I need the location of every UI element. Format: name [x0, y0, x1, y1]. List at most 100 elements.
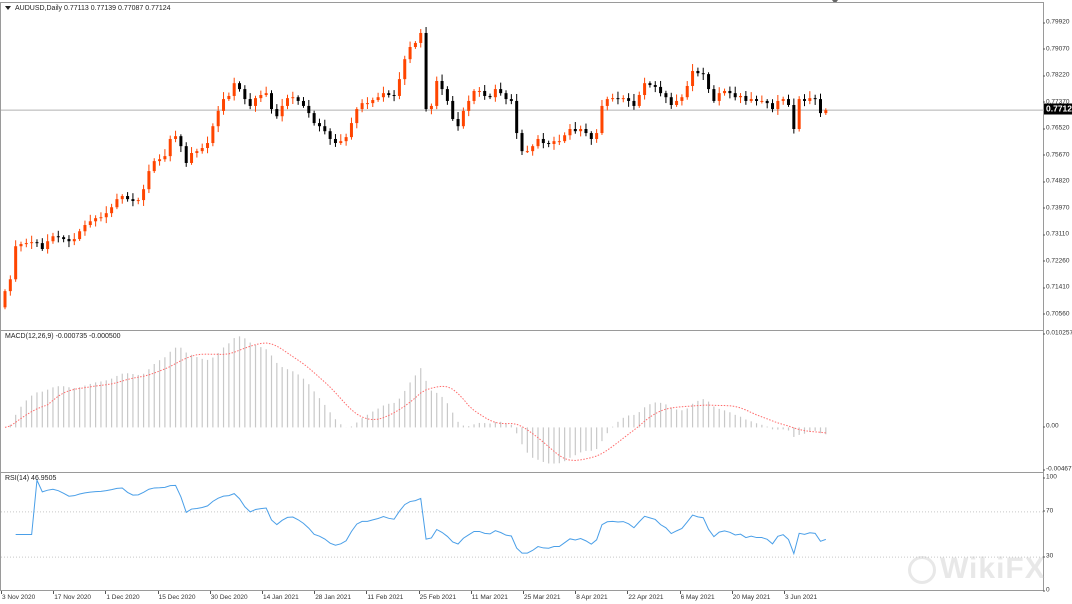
candle-body [349, 123, 353, 138]
candle-body [147, 171, 151, 190]
time-tick-label: 1 Dec 2020 [105, 591, 140, 601]
candle-body [158, 159, 162, 162]
rsi-title: RSI(14) 46.9505 [5, 475, 57, 482]
candle-body [339, 141, 343, 144]
candle-body [536, 138, 540, 147]
candle-body [728, 90, 732, 94]
candle-body [344, 137, 348, 142]
candle-body [280, 105, 284, 117]
candle-body [360, 103, 364, 110]
macd-chart [4, 336, 827, 464]
candlestick-chart [1, 27, 1045, 310]
candle-body [493, 89, 497, 98]
candle-body [787, 99, 791, 105]
candle-body [131, 199, 135, 202]
candle-body [413, 42, 417, 48]
candle-body [552, 141, 556, 144]
candle-body [797, 99, 801, 129]
time-tick-label: 3 Jun 2021 [783, 591, 818, 601]
price-tick-label: 0.78220 [1043, 71, 1070, 79]
candle-body [808, 98, 812, 101]
time-tick-label: 20 May 2021 [731, 591, 771, 601]
candle-body [600, 105, 604, 134]
candle-body [168, 138, 172, 157]
candle-body [589, 133, 593, 139]
candle-body [680, 97, 684, 101]
candle-body [771, 103, 775, 110]
candle-body [733, 93, 737, 98]
time-tick-label: 3 Nov 2020 [0, 591, 36, 601]
candle-body [456, 119, 460, 127]
candle-body [723, 90, 727, 94]
macd-tick-label: -0.004677 [1042, 466, 1072, 473]
time-tick-label: 25 Mar 2021 [523, 591, 561, 601]
candle-body [328, 131, 332, 139]
candle-body [24, 243, 28, 245]
candle-body [291, 97, 295, 99]
candle-body [664, 93, 668, 98]
time-tick-label: 11 Mar 2021 [470, 591, 508, 601]
rsi-line [15, 478, 826, 556]
candle-body [206, 143, 210, 149]
macd-pane[interactable]: MACD(12,26,9) -0.000735 -0.000500 [0, 330, 1044, 473]
candle-body [78, 231, 82, 240]
candle-body [317, 123, 321, 127]
candle-body [419, 32, 423, 43]
candle-body [429, 105, 433, 110]
candle-body [232, 83, 236, 96]
rsi-tick-label: 30 [1042, 552, 1054, 560]
price-pane[interactable]: AUDUSD,Daily 0.77113 0.77139 0.77087 0.7… [0, 2, 1045, 331]
candle-body [595, 133, 599, 139]
candle-body [525, 151, 529, 153]
time-tick-label: 25 Feb 2021 [418, 591, 457, 601]
candle-body [781, 99, 785, 101]
macd-signal-line [4, 342, 826, 461]
candle-body [248, 99, 252, 106]
candle-body [813, 98, 817, 100]
candle-body [701, 73, 705, 75]
macd-tick-label: 0.00 [1043, 422, 1059, 430]
time-tick-label: 15 Dec 2020 [157, 591, 196, 601]
candle-body [472, 90, 476, 101]
candle-body [440, 80, 444, 90]
candle-body [104, 213, 108, 218]
candle-body [669, 97, 673, 105]
candle-body [435, 80, 439, 106]
candle-body [195, 151, 199, 154]
candle-body [616, 98, 620, 100]
candle-body [120, 196, 124, 200]
candle-body [275, 109, 279, 117]
candle-body [408, 47, 412, 60]
candle-body [323, 126, 327, 132]
candle-body [403, 59, 407, 80]
dropdown-triangle-icon[interactable] [5, 6, 11, 11]
time-tick-label: 17 Nov 2020 [53, 591, 92, 601]
candle-body [717, 93, 721, 101]
time-tick-label: 8 Apr 2021 [575, 591, 608, 601]
candle-body [520, 133, 524, 152]
symbol-info-text: AUDUSD,Daily 0.77113 0.77139 0.77087 0.7… [15, 5, 171, 12]
candle-body [696, 71, 700, 74]
candle-body [259, 95, 263, 99]
candle-body [333, 138, 337, 144]
candle-body [541, 138, 545, 144]
rsi-chart [1, 478, 1045, 558]
candle-body [653, 85, 657, 87]
candle-body [685, 85, 689, 98]
time-tick-label: 6 May 2021 [679, 591, 715, 601]
candle-body [744, 95, 748, 101]
price-tick-label: 0.74820 [1043, 177, 1070, 185]
candle-body [627, 98, 631, 101]
macd-title: MACD(12,26,9) -0.000735 -0.000500 [5, 333, 121, 340]
candle-body [803, 99, 806, 101]
candle-body [461, 110, 465, 127]
rsi-pane[interactable]: RSI(14) 46.9505 [0, 472, 1045, 591]
rsi-tick-label: 100 [1043, 473, 1057, 481]
candle-body [659, 86, 663, 94]
candle-body [174, 136, 178, 139]
wikifx-watermark: WikiFX [908, 552, 1046, 586]
price-tick-label: 0.71410 [1043, 283, 1070, 291]
time-tick-label: 28 Jan 2021 [314, 591, 351, 601]
candle-body [51, 236, 55, 242]
candle-body [301, 100, 305, 106]
